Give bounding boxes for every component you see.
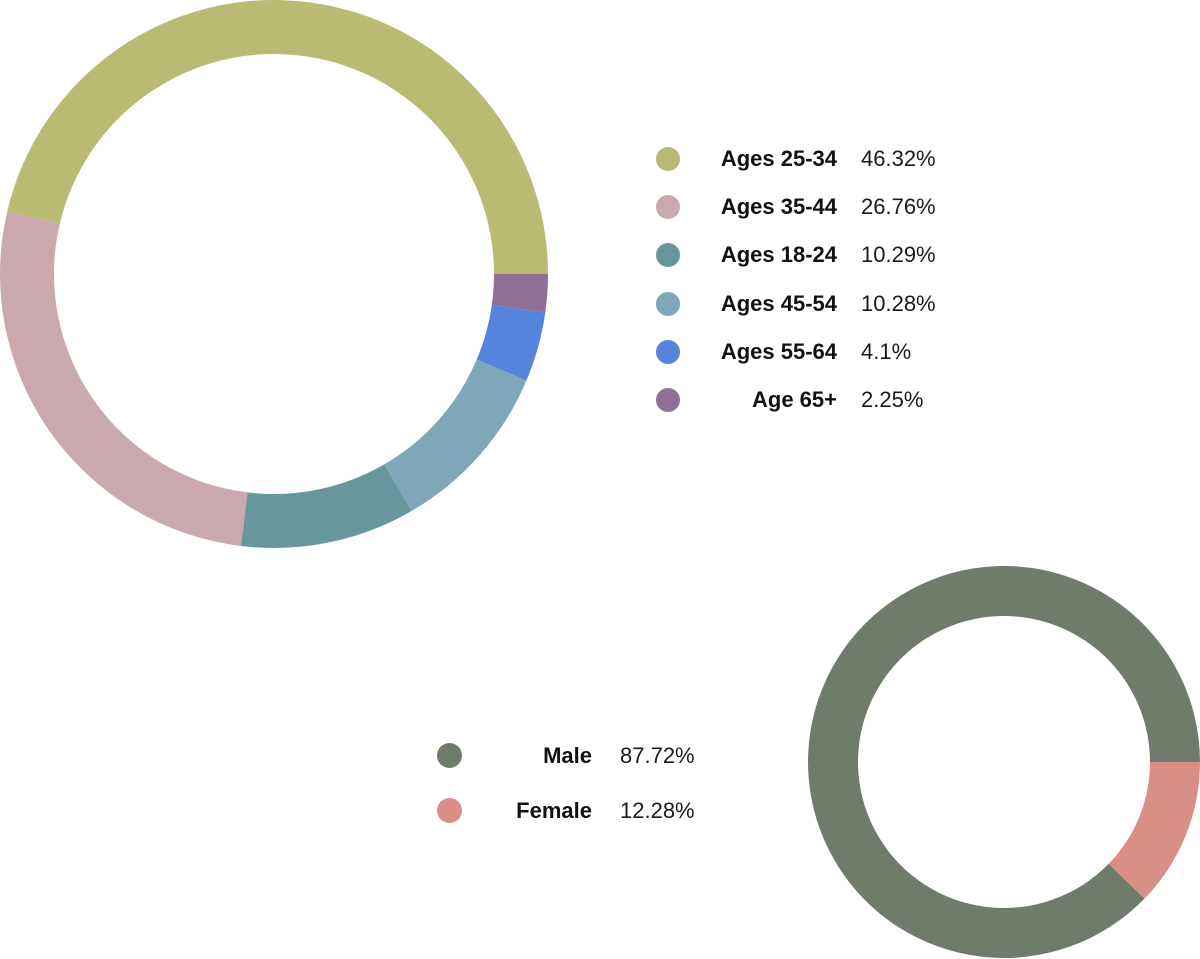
legend-swatch [437, 798, 462, 823]
legend-item-age-65-plus: Age 65+ 2.25% [656, 376, 936, 424]
age-legend: Ages 25-34 46.32% Ages 35-44 26.76% Ages… [656, 135, 936, 424]
legend-value: 10.29% [861, 242, 936, 268]
legend-label: Ages 35-44 [720, 194, 837, 220]
legend-swatch [656, 291, 680, 316]
legend-label: Ages 55-64 [720, 338, 837, 364]
legend-item-ages-18-24: Ages 18-24 10.29% [656, 231, 936, 279]
legend-label: Ages 45-54 [720, 290, 837, 316]
legend-label: Male [543, 742, 592, 768]
slice-ages-45-54 [384, 359, 527, 511]
gender-donut [808, 565, 1200, 959]
legend-item-ages-55-64: Ages 55-64 4.1% [656, 328, 936, 376]
legend-value: 4.1% [861, 338, 912, 364]
legend-value: 26.76% [861, 194, 936, 220]
legend-item-ages-35-44: Ages 35-44 26.76% [656, 183, 936, 231]
slice-ages-55-64 [476, 304, 546, 381]
slice-ages-35-44 [0, 211, 248, 547]
slice-ages-25-34 [7, 0, 548, 274]
legend-swatch [656, 147, 680, 172]
legend-value: 12.28% [620, 797, 695, 823]
legend-swatch [437, 743, 462, 768]
legend-item-female: Female 12.28% [437, 783, 695, 838]
legend-swatch [656, 195, 680, 220]
legend-label: Ages 18-24 [720, 242, 837, 268]
legend-swatch [656, 388, 680, 413]
legend-value: 10.28% [861, 290, 936, 316]
legend-label: Age 65+ [752, 387, 837, 413]
slice-female [1108, 762, 1200, 899]
legend-item-ages-45-54: Ages 45-54 10.28% [656, 280, 936, 328]
age-donut [0, 0, 548, 548]
legend-value: 2.25% [861, 387, 924, 413]
legend-swatch [656, 339, 680, 364]
legend-value: 87.72% [620, 742, 695, 768]
slice-male [808, 565, 1200, 959]
legend-label: Ages 25-34 [720, 146, 837, 172]
gender-legend: Male 87.72% Female 12.28% [437, 728, 695, 838]
legend-label: Female [516, 797, 592, 823]
slice-ages-18-24 [241, 464, 412, 548]
slice-age-65-plus [491, 274, 548, 313]
legend-swatch [656, 243, 680, 268]
legend-value: 46.32% [861, 146, 936, 172]
legend-item-male: Male 87.72% [437, 728, 695, 783]
legend-item-ages-25-34: Ages 25-34 46.32% [656, 135, 936, 183]
